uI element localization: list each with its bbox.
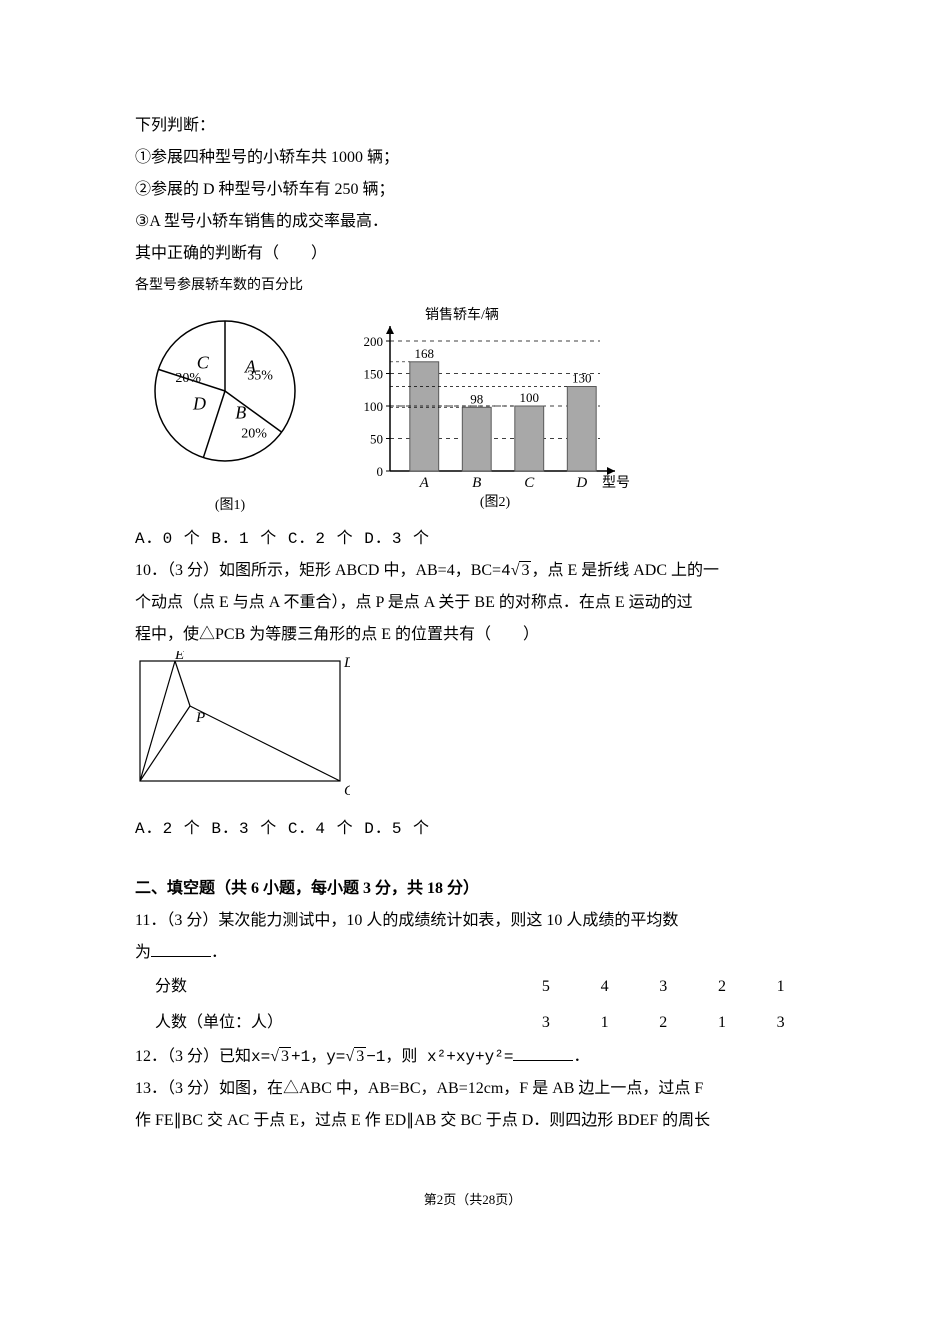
row1-label: 分数 (135, 969, 517, 1005)
svg-text:P: P (195, 710, 205, 726)
q10-diagram: AEDBCP (135, 651, 350, 801)
svg-text:100: 100 (364, 399, 384, 414)
svg-text:B: B (472, 475, 481, 491)
q10-rad1: 3 (519, 561, 531, 579)
q13-l1: 13．（3 分）如图，在△ABC 中，AB=BC，AB=12cm，F 是 AB … (135, 1073, 810, 1105)
q9-options: A．0 个 B．1 个 C．2 个 D．3 个 (135, 523, 810, 555)
q12-t2: x= (251, 1048, 270, 1066)
pie-caption: (图1) (135, 488, 325, 520)
q11-blank (151, 937, 211, 957)
q10-t1: 10．（3 分）如图所示，矩形 ABCD 中，AB=4，BC= (135, 562, 501, 579)
svg-text:B: B (235, 402, 246, 422)
svg-text:50: 50 (370, 432, 383, 447)
cell: 3 (634, 969, 693, 1005)
svg-text:C: C (344, 783, 350, 799)
pie-svg: A35%C20%DB20% (135, 306, 325, 476)
svg-text:C: C (524, 475, 535, 491)
q10-t2: ，点 E 是折线 ADC 上的一 (531, 562, 719, 579)
q10-line2: 个动点（点 E 与点 A 不重合），点 P 是点 A 关于 BE 的对称点．在点… (135, 587, 810, 619)
q9-s2: ②参展的 D 种型号小轿车有 250 辆； (135, 174, 810, 206)
q10-line3: 程中，使△PCB 为等腰三角形的点 E 的位置共有（ ） (135, 619, 810, 651)
q12-t5: ． (573, 1048, 589, 1065)
row2-label: 人数（单位：人） (135, 1005, 517, 1041)
svg-text:98: 98 (470, 391, 483, 406)
svg-text:200: 200 (364, 334, 384, 349)
q10-sqrt: 3 (511, 555, 532, 587)
svg-text:20%: 20% (241, 426, 267, 441)
svg-text:A: A (419, 475, 430, 491)
charts-row: A35%C20%DB20% (图1) 050100150200销售轿车/辆型号1… (135, 306, 810, 523)
q11-table: 分数 5 4 3 2 1 人数（单位：人） 3 1 2 1 3 (135, 969, 810, 1041)
q12-line: 12．（3 分）已知x=3+1，y=3−1，则 x²+xy+y²=． (135, 1041, 810, 1073)
q9-intro: 下列判断： (135, 110, 810, 142)
svg-text:D: D (575, 475, 587, 491)
q12-sqrt1: 3 (270, 1041, 291, 1073)
cell: 2 (693, 969, 752, 1005)
bar-chart: 0 50 100 150 200 销售轿车/辆型号 168 A 98 B 100 C 130 D (图2) (345, 306, 635, 523)
q10-val1: 4 (501, 562, 511, 580)
svg-text:20%: 20% (175, 371, 201, 386)
table-row: 人数（单位：人） 3 1 2 1 3 (135, 1005, 810, 1041)
q12-rad2: 3 (354, 1047, 366, 1065)
svg-text:D: D (343, 655, 350, 671)
cell: 1 (575, 1005, 634, 1041)
q9-s4: 其中正确的判断有（ ） (135, 238, 810, 270)
svg-text:型号: 型号 (602, 475, 630, 491)
svg-text:150: 150 (364, 367, 384, 382)
cell: 1 (751, 969, 810, 1005)
section2-title: 二、填空题（共 6 小题，每小题 3 分，共 18 分） (135, 873, 810, 905)
cell: 3 (751, 1005, 810, 1041)
cell: 5 (517, 969, 576, 1005)
cell: 1 (693, 1005, 752, 1041)
cell: 2 (634, 1005, 693, 1041)
svg-text:D: D (192, 394, 206, 414)
svg-text:(图2): (图2) (480, 495, 511, 510)
svg-text:C: C (197, 353, 210, 373)
svg-text:销售轿车/辆: 销售轿车/辆 (425, 306, 499, 323)
q9-s1: ①参展四种型号的小轿车共 1000 辆； (135, 142, 810, 174)
q10-line1: 10．（3 分）如图所示，矩形 ABCD 中，AB=4，BC=43，点 E 是折… (135, 555, 810, 587)
q12-sqrt2: 3 (345, 1041, 366, 1073)
q11-l1: 11．（3 分）某次能力测试中，10 人的成绩统计如表，则这 10 人成绩的平均… (135, 905, 810, 937)
q12-t3: +1，y= (291, 1048, 345, 1066)
q12-t1: 12．（3 分）已知 (135, 1048, 251, 1065)
q12-rad1: 3 (279, 1047, 291, 1065)
cell: 3 (517, 1005, 576, 1041)
pie-chart: A35%C20%DB20% (图1) (135, 306, 325, 520)
q13-l2: 作 FE∥BC 交 AC 于点 E，过点 E 作 ED∥AB 交 BC 于点 D… (135, 1105, 810, 1137)
svg-text:168: 168 (415, 346, 435, 361)
table-row: 分数 5 4 3 2 1 (135, 969, 810, 1005)
svg-text:130: 130 (572, 371, 592, 386)
q10-options: A．2 个 B．3 个 C．4 个 D．5 个 (135, 813, 810, 845)
svg-text:E: E (174, 651, 184, 663)
q11-l2: 为． (135, 937, 810, 969)
q11-t3: ． (211, 944, 227, 961)
q11-t2: 为 (135, 944, 151, 961)
svg-text:0: 0 (377, 464, 384, 479)
pie-chart-title: 各型号参展轿车数的百分比 (135, 270, 810, 302)
cell: 4 (575, 969, 634, 1005)
bar-svg: 0 50 100 150 200 销售轿车/辆型号 168 A 98 B 100 C 130 D (图2) (345, 306, 635, 511)
q9-s3: ③A 型号小轿车销售的成交率最高． (135, 206, 810, 238)
svg-text:35%: 35% (247, 368, 273, 383)
page-footer: 第2页（共28页） (135, 1187, 810, 1213)
svg-text:100: 100 (520, 390, 540, 405)
q12-blank (513, 1041, 573, 1061)
q12-t4: −1，则 x²+xy+y²= (366, 1048, 513, 1066)
